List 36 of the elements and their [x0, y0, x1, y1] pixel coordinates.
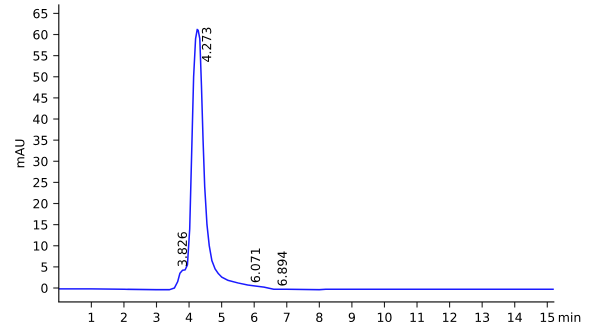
x-tick-label: 1 [88, 312, 94, 322]
x-axis-title: min [558, 312, 580, 322]
x-tick-label: 15 [540, 312, 554, 322]
annotation: 6.071 [250, 248, 260, 282]
line-series [58, 28, 554, 290]
y-tick-label: 15 [34, 220, 48, 230]
x-tick-label: 6 [251, 312, 258, 322]
y-tick-label: 35 [33, 136, 48, 146]
y-tick-label: 5 [41, 262, 48, 272]
y-axis-title: mAU [15, 140, 24, 168]
x-tick-label: 11 [410, 312, 424, 322]
y-tick-label: 0 [41, 283, 48, 293]
y-tick-label: 50 [33, 72, 48, 82]
y-tick-label: 30 [33, 156, 48, 166]
y-tick-label: 60 [33, 30, 48, 40]
x-tick-label: 7 [284, 312, 290, 322]
y-tick-label: 20 [33, 198, 48, 208]
y-tick-label: 55 [33, 51, 48, 61]
x-tick-label: 12 [443, 312, 456, 322]
x-tick-label: 4 [186, 312, 192, 322]
y-tick-label: 40 [33, 114, 48, 124]
y-tick-label: 45 [33, 94, 48, 103]
annotation: 6.894 [277, 251, 287, 286]
x-tick-label: 10 [378, 312, 392, 322]
y-tick-label: 10 [34, 241, 48, 251]
y-tick-label: 25 [33, 178, 48, 188]
annotation: 3.826 [178, 232, 188, 266]
annotation: 4.273 [202, 28, 212, 62]
x-tick-label: 13 [476, 312, 490, 322]
x-tick-label: 14 [508, 312, 522, 322]
x-tick-label: 3 [153, 312, 160, 322]
x-tick-label: 5 [218, 312, 225, 322]
x-tick-label: 8 [316, 312, 322, 322]
x-tick-label: 2 [120, 312, 127, 322]
x-tick-label: 9 [348, 312, 355, 322]
y-tick-label: 65 [33, 8, 48, 18]
